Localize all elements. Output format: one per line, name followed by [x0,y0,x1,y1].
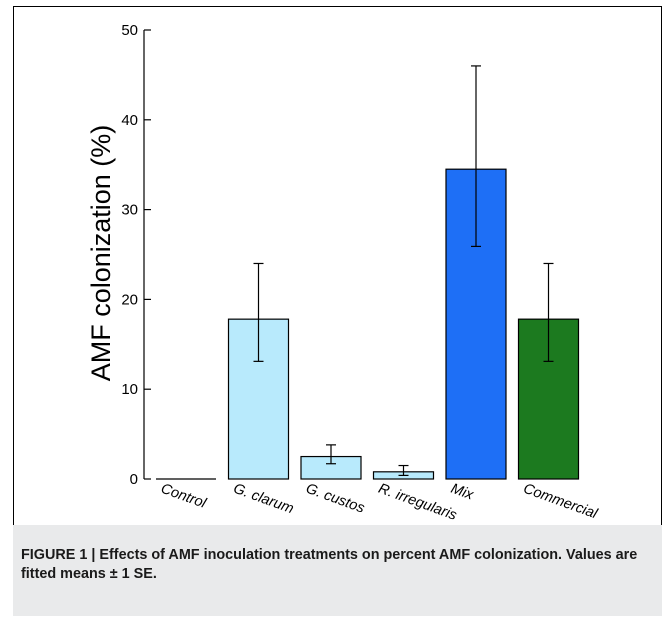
x-tick-label: Mix [449,481,476,504]
x-tick-label: G. clarum [231,481,296,518]
y-tick-label: 30 [121,202,138,219]
x-tick-label: R. irregularis [376,481,459,524]
figure-caption-box: FIGURE 1 | Effects of AMF inoculation tr… [13,525,662,616]
y-tick-label: 50 [121,22,138,39]
chart-error-bars [253,65,554,477]
x-tick-label: G. custos [304,481,367,517]
x-tick-label: Commercial [521,481,600,523]
figure-caption: FIGURE 1 | Effects of AMF inoculation tr… [21,546,653,584]
y-tick-label: 20 [121,291,138,308]
caption-label: FIGURE 1 | [21,547,100,563]
y-tick-label: 0 [130,471,138,488]
y-tick-label: 40 [121,112,138,129]
bar-chart: 0 10 20 30 40 50 Control G. clarum G. custos R. i… [86,22,600,524]
y-axis-label: AMF colonization (%) [86,125,116,382]
figure-frame [13,6,662,616]
x-tick-label: Control [159,481,209,512]
y-tick-label: 10 [121,381,138,398]
chart-bars [156,168,580,480]
caption-text: Effects of AMF inoculation treatments on… [21,547,638,582]
